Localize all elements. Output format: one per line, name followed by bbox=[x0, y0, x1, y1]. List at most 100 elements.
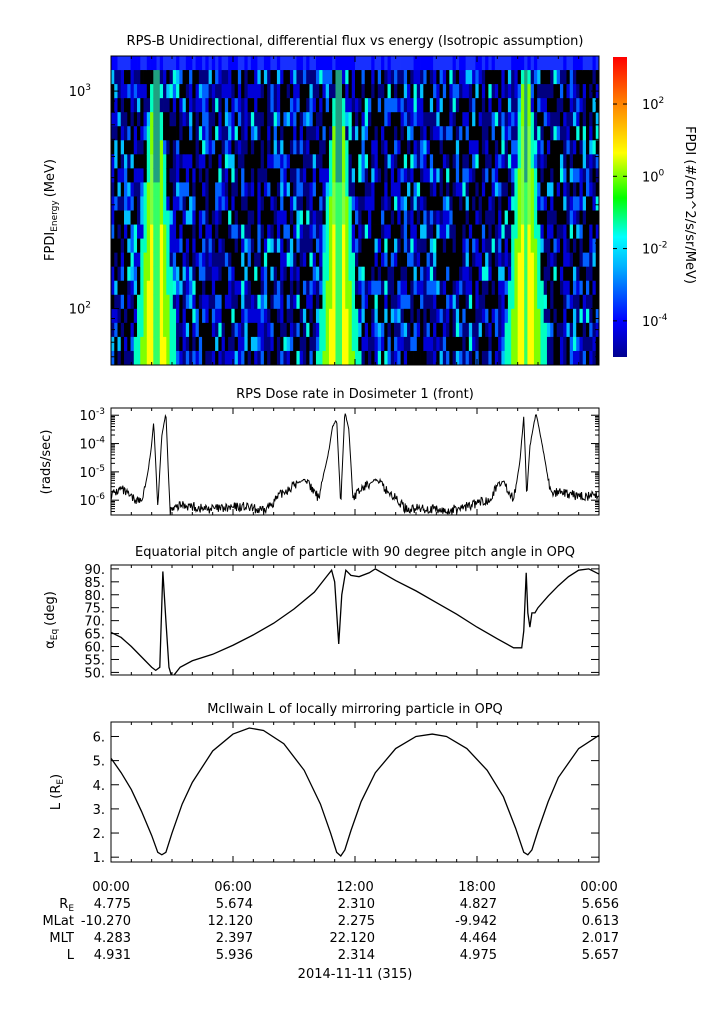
heatmap-cell bbox=[355, 196, 359, 211]
heatmap-cell bbox=[429, 56, 434, 71]
heatmap-cell bbox=[283, 154, 288, 169]
heatmap-cell bbox=[231, 84, 236, 99]
heatmap-cell bbox=[459, 126, 463, 141]
heatmap-cell bbox=[143, 182, 148, 197]
heatmap-cell bbox=[322, 140, 327, 155]
heatmap-cell bbox=[481, 154, 486, 169]
heatmap-cell bbox=[117, 224, 122, 239]
heatmap-cell bbox=[394, 70, 398, 85]
heatmap-cell bbox=[335, 98, 340, 113]
heatmap-cell bbox=[543, 154, 548, 169]
heatmap-cell bbox=[234, 280, 239, 296]
heatmap-cell bbox=[397, 252, 401, 268]
heatmap-cell bbox=[481, 266, 486, 282]
heatmap-cell bbox=[572, 112, 577, 127]
heatmap-cell bbox=[312, 98, 317, 113]
heatmap-cell bbox=[146, 168, 151, 183]
heatmap-cell bbox=[433, 84, 437, 99]
ephemeris-value: 22.120 bbox=[330, 931, 376, 946]
heatmap-cell bbox=[595, 182, 600, 197]
heatmap-cell bbox=[335, 308, 340, 324]
heatmap-cell bbox=[169, 210, 174, 225]
heatmap-cell bbox=[595, 126, 600, 141]
heatmap-cell bbox=[533, 224, 538, 239]
heatmap-cell bbox=[550, 98, 554, 113]
heatmap-cell bbox=[494, 98, 499, 113]
heatmap-cell bbox=[280, 336, 284, 352]
heatmap-cell bbox=[384, 266, 388, 282]
heatmap-cell bbox=[117, 196, 122, 211]
heatmap-cell bbox=[517, 126, 522, 141]
heatmap-cell bbox=[345, 154, 349, 169]
heatmap-cell bbox=[407, 56, 411, 71]
heatmap-cell bbox=[312, 294, 317, 310]
heatmap-cell bbox=[579, 280, 584, 296]
heatmap-cell bbox=[224, 112, 229, 127]
heatmap-cell bbox=[296, 196, 301, 211]
heatmap-cell bbox=[348, 154, 353, 169]
heatmap-cell bbox=[289, 280, 294, 296]
heatmap-cell bbox=[589, 56, 593, 71]
heatmap-cell bbox=[585, 140, 590, 155]
heatmap-cell bbox=[166, 252, 170, 268]
heatmap-cell bbox=[224, 210, 229, 225]
heatmap-cell bbox=[351, 224, 356, 239]
heatmap-cell bbox=[192, 210, 196, 225]
heatmap-cell bbox=[234, 210, 239, 225]
heatmap-cell bbox=[299, 84, 304, 99]
heatmap-cell bbox=[546, 350, 551, 366]
heatmap-cell bbox=[517, 98, 522, 113]
heatmap-cell bbox=[472, 56, 476, 71]
heatmap-cell bbox=[163, 308, 167, 324]
spectrogram-x-ticks bbox=[110, 56, 600, 365]
heatmap-cell bbox=[426, 336, 431, 352]
heatmap-cell bbox=[566, 154, 571, 169]
heatmap-cell bbox=[283, 294, 288, 310]
heatmap-cell bbox=[211, 168, 216, 183]
heatmap-cell bbox=[124, 154, 128, 169]
heatmap-cell bbox=[172, 224, 177, 239]
heatmap-cell bbox=[224, 196, 229, 211]
heatmap-cell bbox=[215, 70, 219, 85]
heatmap-cell bbox=[481, 98, 486, 113]
heatmap-cell bbox=[260, 238, 265, 254]
heatmap-cell bbox=[241, 350, 245, 366]
heatmap-cell bbox=[114, 182, 118, 197]
heatmap-cell bbox=[569, 266, 574, 282]
heatmap-cell bbox=[407, 308, 411, 324]
heatmap-cell bbox=[189, 252, 193, 268]
heatmap-cell bbox=[446, 70, 450, 85]
heatmap-cell bbox=[228, 350, 232, 366]
heatmap-cell bbox=[185, 56, 190, 71]
heatmap-cell bbox=[231, 350, 236, 366]
heatmap-cell bbox=[576, 336, 580, 352]
heatmap-cell bbox=[250, 252, 255, 268]
heatmap-cell bbox=[237, 336, 242, 352]
heatmap-cell bbox=[172, 84, 177, 99]
heatmap-cell bbox=[563, 294, 567, 310]
heatmap-cell bbox=[553, 210, 558, 225]
heatmap-cell bbox=[146, 238, 151, 254]
heatmap-cell bbox=[559, 182, 564, 197]
heatmap-cell bbox=[338, 154, 343, 169]
heatmap-cell bbox=[237, 154, 242, 169]
heatmap-cell bbox=[540, 98, 545, 113]
heatmap-cell bbox=[198, 154, 203, 169]
heatmap-cell bbox=[507, 112, 512, 127]
heatmap-cell bbox=[127, 322, 131, 338]
heatmap-cell bbox=[254, 308, 258, 324]
heatmap-cell bbox=[533, 322, 538, 338]
heatmap-cell bbox=[384, 56, 388, 71]
heatmap-cell bbox=[374, 266, 379, 282]
heatmap-cell bbox=[511, 98, 515, 113]
heatmap-cell bbox=[550, 336, 554, 352]
heatmap-cell bbox=[341, 182, 346, 197]
heatmap-cell bbox=[475, 294, 480, 310]
heatmap-cell bbox=[452, 350, 457, 366]
heatmap-cell bbox=[452, 210, 457, 225]
heatmap-cell bbox=[176, 238, 180, 254]
heatmap-cell bbox=[462, 294, 467, 310]
heatmap-cell bbox=[439, 126, 444, 141]
heatmap-cell bbox=[559, 140, 564, 155]
heatmap-cell bbox=[576, 322, 580, 338]
